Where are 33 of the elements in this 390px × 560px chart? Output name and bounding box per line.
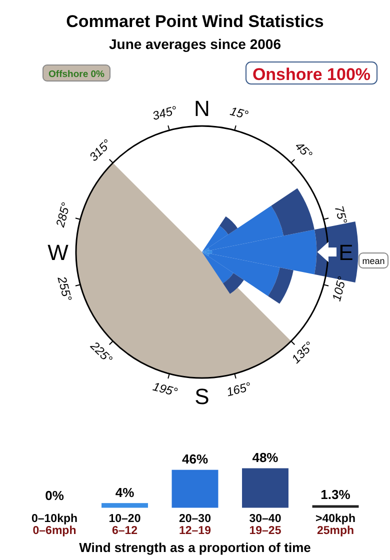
text: Onshore 100% [252,65,371,84]
text: 225° [87,338,116,366]
text: 15° [228,104,250,122]
text: Offshore 0% [48,69,106,80]
text: 165° [224,379,253,400]
data-label: 0% [45,488,64,503]
text: 195° [151,379,180,400]
text: S [194,384,210,409]
text: mean [362,256,385,266]
x-axis-title: Wind strength as a proportion of time [79,540,311,555]
text: E [338,240,354,265]
text: N [194,96,210,121]
x-tick-label: >40kph 25mph [316,513,356,537]
data-label: 4% [115,484,135,500]
data-label: 48% [252,450,279,465]
text: 255° [54,274,75,303]
x-tick-label: 0–10kph 0–6mph [31,513,78,537]
text: W [48,240,69,265]
bar [172,470,218,508]
x-tick-label: 10–20 6–12 [108,513,141,537]
text: 45° [292,138,316,162]
x-tick-label: 30–40 19–25 [249,513,282,537]
bar [242,468,288,508]
text: 75° [332,204,350,226]
data-label: 1.3% [320,486,351,502]
text: 105° [329,274,350,303]
text: 345° [150,103,179,124]
text: 285° [52,200,74,230]
x-tick-label: 20–30 12–19 [179,513,211,537]
text: June averages since 2006 [108,36,282,52]
bar [102,503,148,508]
data-label: 46% [182,452,208,467]
text: Commaret Point Wind Statistics [66,12,324,31]
